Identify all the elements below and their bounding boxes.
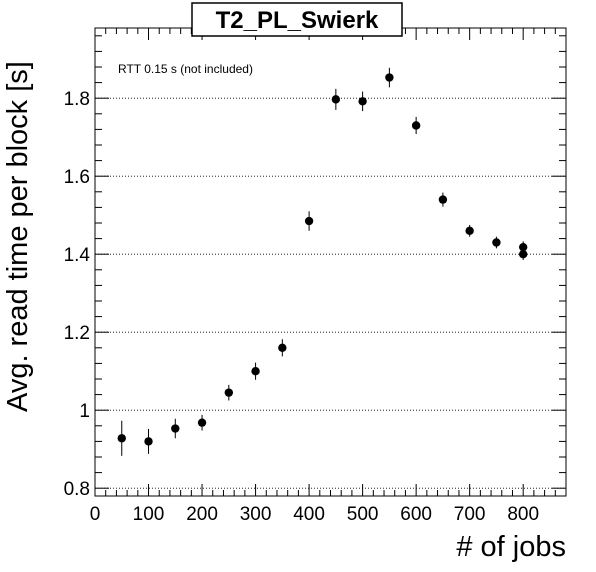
point-marker xyxy=(518,242,528,252)
point-marker xyxy=(331,95,341,104)
point-marker xyxy=(197,418,207,427)
x-tick-label: 100 xyxy=(133,504,165,525)
data-point xyxy=(278,339,287,357)
x-tick-label: 500 xyxy=(347,504,379,525)
chart-title: T2_PL_Swierk xyxy=(216,7,379,34)
point-marker xyxy=(438,195,448,204)
data-point xyxy=(224,384,234,401)
point-marker xyxy=(518,250,528,259)
data-point xyxy=(144,428,153,454)
data-point xyxy=(117,420,126,456)
plot-frame xyxy=(94,27,567,497)
data-point xyxy=(518,248,528,261)
point-marker xyxy=(465,226,474,235)
data-point xyxy=(331,88,341,110)
data-point xyxy=(304,211,314,231)
y-tick-label: 1 xyxy=(79,401,90,422)
data-point xyxy=(171,418,180,439)
point-marker xyxy=(278,343,287,352)
grid-lines xyxy=(95,97,566,489)
x-tick-label: 300 xyxy=(240,504,272,525)
y-tick-label: 1.6 xyxy=(64,167,90,188)
data-points xyxy=(117,67,528,456)
data-point xyxy=(385,67,394,88)
x-tick-label: 400 xyxy=(293,504,325,525)
title-box: T2_PL_Swierk xyxy=(191,2,403,37)
x-tick-label: 200 xyxy=(186,504,218,525)
y-tick-label: 1.4 xyxy=(64,245,91,266)
axis-ticks xyxy=(94,28,567,496)
annotation-text: RTT 0.15 s (not included) xyxy=(118,62,253,76)
x-tick-label: 700 xyxy=(454,504,486,525)
point-marker xyxy=(304,216,314,226)
tick-labels: 0 100 200 300 400 500 600 700 800 0.8 1 1.2 1.4 1.6 1.… xyxy=(64,89,539,525)
data-point xyxy=(197,414,207,431)
point-marker xyxy=(171,424,180,433)
point-marker xyxy=(117,434,126,443)
y-tick-label: 1.2 xyxy=(64,323,90,344)
data-point xyxy=(438,192,448,207)
data-point xyxy=(358,91,367,112)
x-tick-label: 800 xyxy=(507,504,539,525)
point-marker xyxy=(224,388,234,397)
data-point xyxy=(465,224,474,237)
data-point xyxy=(411,116,421,135)
y-tick-label: 0.8 xyxy=(64,479,90,500)
x-tick-label: 600 xyxy=(400,504,432,525)
data-point xyxy=(492,236,501,249)
data-point xyxy=(251,362,260,380)
point-marker xyxy=(251,367,260,376)
point-marker xyxy=(411,121,421,130)
x-axis-label: # of jobs xyxy=(456,531,566,563)
point-marker xyxy=(144,437,153,446)
y-tick-label: 1.8 xyxy=(64,89,90,110)
point-marker xyxy=(492,238,501,247)
point-marker xyxy=(385,73,394,82)
point-marker xyxy=(358,97,367,106)
y-axis-label: Avg. read time per block [s] xyxy=(2,61,34,412)
x-tick-label: 0 xyxy=(90,504,101,525)
